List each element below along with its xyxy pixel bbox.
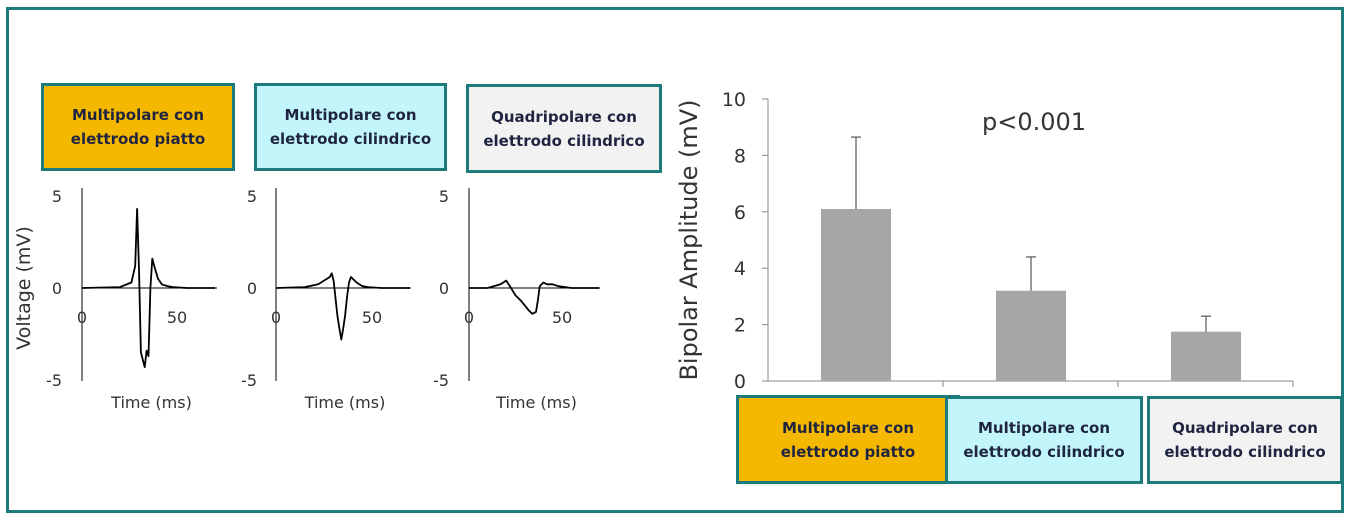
label-text: Multipolare con elettrodo piatto [780,418,916,461]
bar-y-tick-label: 6 [734,202,746,224]
bar [996,290,1066,381]
label-text: Multipolare con elettrodo cilindrico [963,419,1125,461]
x-axis-label: Time (ms) [304,393,386,412]
y-tick-label: 5 [247,187,257,206]
x-tick-label: 0 [77,308,87,327]
label-text: Multipolare con elettrodo cilindrico [269,106,432,148]
bar [1171,331,1241,381]
p-value-annotation: p<0.001 [982,108,1086,136]
bar-y-tick-label: 0 [734,371,746,393]
bar-y-axis-label: Bipolar Amplitude (mV) [675,99,703,380]
bar-y-tick-label: 2 [734,315,746,337]
y-tick-label: 0 [247,279,257,298]
x-axis-label: Time (ms) [110,393,192,412]
x-tick-label: 50 [362,308,382,327]
label-text: Multipolare con elettrodo piatto [70,106,206,148]
bar-category-cylindrical-multipolar: Multipolare con elettrodo cilindrico [945,396,1143,484]
bar-y-tick-label: 4 [734,258,746,280]
y-tick-label: 5 [439,187,449,206]
y-tick-label: 0 [52,279,62,298]
waveform-label-flat-multipolar: Multipolare con elettrodo piatto [41,83,235,171]
bar-category-cylindrical-quadripolar: Quadripolare con elettrodo cilindrico [1147,396,1343,484]
x-axis-label: Time (ms) [495,393,577,412]
figure-frame [6,7,1344,513]
y-tick-label: 5 [52,187,62,206]
y-tick-label: 0 [439,279,449,298]
label-text: Quadripolare con elettrodo cilindrico [483,107,645,150]
waveform-label-cylindrical-multipolar: Multipolare con elettrodo cilindrico [254,83,447,171]
label-text: Quadripolare con elettrodo cilindrico [1164,419,1326,461]
waveform-trace [81,207,215,369]
waveform-trace [469,279,600,315]
y-tick-label: -5 [433,371,449,390]
y-tick-label: -5 [241,371,257,390]
x-tick-label: 50 [552,308,572,327]
bar-y-tick-label: 10 [722,89,746,111]
x-tick-label: 0 [271,308,281,327]
waveform-label-cylindrical-quadripolar: Quadripolare con elettrodo cilindrico [466,84,662,173]
waveform-trace [275,272,411,341]
bar-y-tick-label: 8 [734,145,746,167]
x-tick-label: 50 [167,308,187,327]
bar [821,208,891,381]
y-axis-label: Voltage (mV) [13,226,35,350]
y-tick-label: -5 [46,371,62,390]
x-tick-label: 0 [464,308,474,327]
